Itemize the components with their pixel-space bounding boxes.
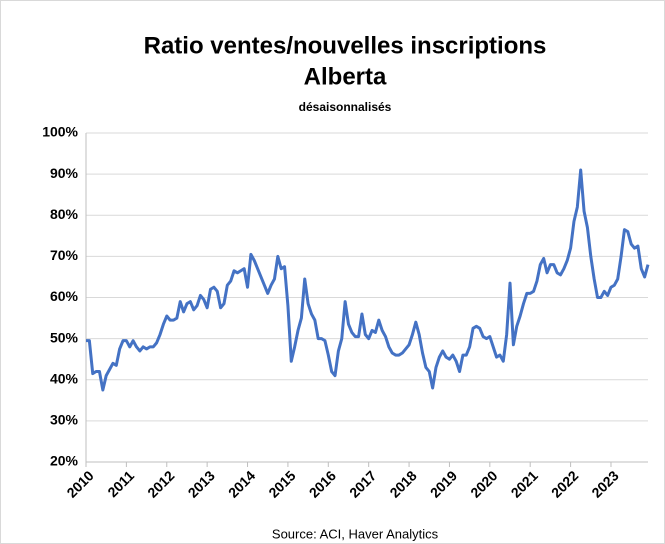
chart-subtitle: Alberta [304, 63, 387, 90]
source: Source: ACI, Haver Analytics [272, 526, 439, 541]
y-tick-label: 20% [50, 453, 79, 469]
y-tick-label: 100% [42, 124, 78, 140]
y-tick-label: 80% [50, 206, 79, 222]
y-tick-label: 70% [50, 247, 79, 263]
chart-title: Ratio ventes/nouvelles inscriptions [144, 32, 547, 59]
y-tick-label: 40% [50, 370, 79, 386]
chart-note: désaisonnalisés [299, 100, 392, 114]
y-tick-label: 60% [50, 288, 79, 304]
series-line [86, 168, 650, 392]
y-tick-label: 30% [50, 412, 79, 428]
y-tick-label: 90% [50, 165, 79, 181]
y-tick-label: 50% [50, 329, 79, 345]
